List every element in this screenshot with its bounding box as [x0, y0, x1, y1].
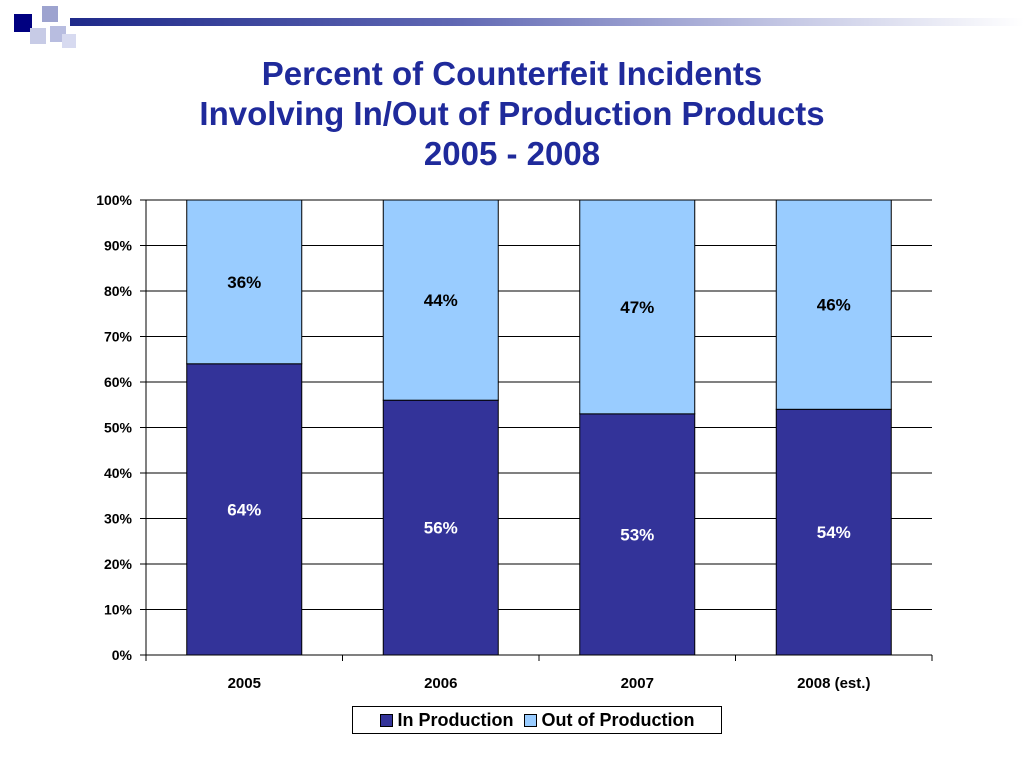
data-label: 56% [424, 519, 458, 538]
x-tick-label: 2007 [621, 675, 654, 692]
chart-title-line: Percent of Counterfeit Incidents [261, 55, 763, 92]
bar-segment [579, 199, 696, 415]
bar-segment [775, 408, 892, 656]
legend-label-in-production: In Production [397, 709, 514, 730]
header-gradient-bar [70, 18, 1024, 26]
legend-item-out-of-production: Out of Production [523, 709, 695, 731]
bar-segment [186, 199, 303, 365]
x-tick-label: 2006 [424, 675, 457, 692]
chart-title-line: Involving In/Out of Production Products [199, 95, 825, 132]
legend-item-in-production: In Production [379, 709, 514, 731]
y-tick-label: 100% [96, 192, 132, 208]
decor-square [42, 6, 58, 22]
x-tick-label: 2005 [228, 675, 261, 692]
data-label: 54% [817, 523, 851, 542]
legend-swatch-out-of-production [523, 713, 537, 727]
data-label: 46% [817, 296, 851, 315]
y-tick-label: 0% [112, 647, 133, 663]
decor-square [62, 34, 76, 48]
data-label: 53% [620, 525, 654, 544]
data-label: 64% [227, 500, 261, 519]
chart-legend: In Production Out of Production [352, 706, 722, 734]
y-tick-label: 20% [104, 556, 133, 572]
x-tick-label: 2008 (est.) [797, 675, 870, 692]
y-tick-label: 30% [104, 511, 133, 527]
decor-square [30, 28, 46, 44]
y-tick-label: 60% [104, 374, 133, 390]
bar-segment [382, 399, 499, 656]
legend-label-out-of-production: Out of Production [541, 709, 695, 730]
data-label: 44% [424, 291, 458, 310]
y-tick-label: 80% [104, 283, 133, 299]
chart-title-line: 2005 - 2008 [423, 135, 601, 172]
data-label: 36% [227, 273, 261, 292]
y-tick-label: 10% [104, 602, 133, 618]
decor-square [14, 14, 32, 32]
bar-segment [775, 199, 892, 410]
legend-swatch-in-production [379, 713, 393, 727]
y-tick-label: 70% [104, 329, 133, 345]
data-label: 47% [620, 298, 654, 317]
y-tick-label: 40% [104, 465, 133, 481]
y-tick-label: 90% [104, 238, 133, 254]
chart-title: Percent of Counterfeit Incidents Involvi… [0, 54, 1024, 174]
bar-segment [186, 363, 303, 656]
bar-segment [579, 413, 696, 656]
bar-segment [382, 199, 499, 401]
y-tick-label: 50% [104, 420, 133, 436]
